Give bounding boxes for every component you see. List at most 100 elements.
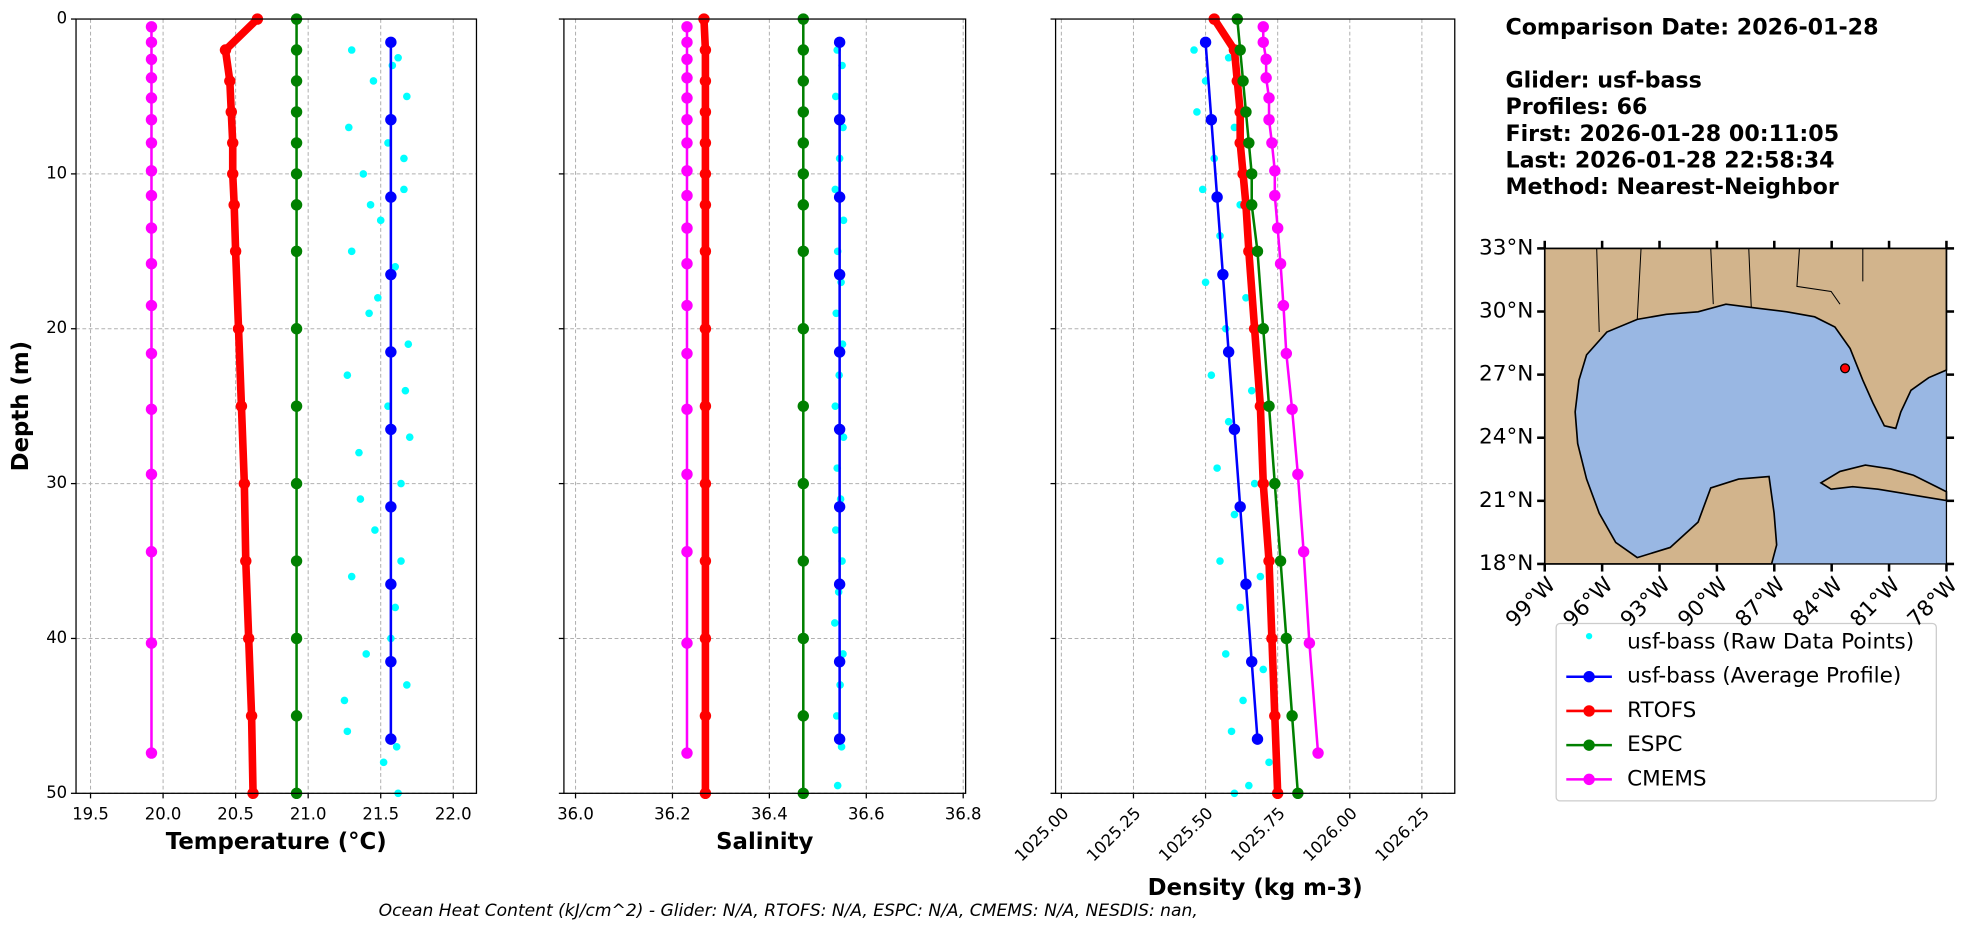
- raw-point: [1236, 603, 1244, 612]
- legend-swatch: [1583, 739, 1595, 751]
- profile-marker: [290, 555, 303, 567]
- profile-marker: [1251, 245, 1264, 258]
- raw-point: [400, 185, 408, 194]
- profile-marker: [681, 165, 693, 177]
- raw-point: [347, 572, 356, 581]
- raw-point: [839, 216, 848, 225]
- profile-marker: [145, 347, 158, 360]
- profile-marker: [699, 477, 712, 490]
- profile-marker: [681, 72, 693, 84]
- profile-marker: [145, 137, 158, 149]
- profile-marker: [1237, 168, 1249, 180]
- profile-marker: [1269, 189, 1281, 202]
- profile-marker: [385, 191, 397, 203]
- x-tick-label: 36.0: [557, 804, 594, 823]
- legend-label: CMEMS: [1627, 766, 1706, 791]
- profile-marker: [699, 632, 712, 645]
- map-y-tick-label: 30°N: [1479, 299, 1533, 324]
- raw-point: [1230, 123, 1239, 132]
- profile-marker: [145, 92, 158, 104]
- raw-point: [379, 758, 388, 767]
- raw-point: [1201, 278, 1210, 287]
- profile-marker: [1274, 258, 1287, 270]
- raw-point: [1193, 108, 1201, 116]
- map-y-tick-label: 33°N: [1479, 235, 1533, 260]
- profile-marker: [235, 400, 248, 412]
- raw-point: [833, 781, 842, 790]
- raw-point: [366, 201, 375, 209]
- raw-point: [1224, 53, 1233, 62]
- profile-marker: [833, 423, 846, 436]
- legend: [1555, 622, 1937, 802]
- raw-point: [1247, 386, 1256, 395]
- raw-point: [839, 123, 847, 132]
- raw-point: [340, 696, 349, 705]
- raw-point: [1221, 650, 1230, 658]
- x-tick-label: 22.0: [435, 804, 472, 823]
- profile-marker: [681, 258, 693, 270]
- profile-marker: [797, 106, 809, 118]
- raw-point: [401, 386, 410, 395]
- profile-marker: [699, 323, 712, 335]
- profile-marker: [1292, 468, 1304, 481]
- info-line: Profiles: 66: [1505, 94, 1647, 120]
- x-tick-label: 1025.50: [1155, 804, 1217, 866]
- raw-point: [832, 309, 841, 318]
- profile-marker: [1243, 137, 1255, 149]
- raw-point: [397, 479, 405, 488]
- profile-marker: [145, 53, 158, 66]
- profile-marker: [1260, 72, 1272, 84]
- profile-marker: [245, 710, 258, 722]
- info-line: Last: 2026-01-28 22:58:34: [1505, 147, 1834, 173]
- y-tick-label: 30: [46, 473, 67, 492]
- raw-point: [1256, 572, 1265, 581]
- profile-marker: [1222, 346, 1235, 358]
- legend-label: usf-bass (Raw Data Points): [1627, 630, 1914, 655]
- raw-point: [362, 650, 371, 658]
- profile-marker: [1263, 555, 1275, 567]
- profile-marker: [242, 632, 255, 645]
- raw-point: [1230, 510, 1239, 519]
- profile-marker: [797, 323, 809, 335]
- profile-marker: [833, 36, 846, 48]
- profile-marker: [1303, 637, 1316, 649]
- panel: 19.5 20.0 20.5 21.0 21.5 22.0 0 10 20 30 40 50 Tempe…: [8, 9, 478, 855]
- profile-marker: [1243, 245, 1255, 258]
- profile-marker: [145, 113, 158, 126]
- map-y-tick-label: 24°N: [1479, 425, 1533, 450]
- raw-point: [347, 46, 356, 54]
- profile-marker: [227, 137, 239, 149]
- profile-marker: [145, 468, 158, 481]
- profile-marker: [797, 245, 809, 258]
- x-tick-label: 20.5: [217, 804, 254, 823]
- raw-point: [1224, 417, 1233, 426]
- profile-marker: [681, 546, 693, 558]
- raw-point: [391, 603, 400, 612]
- profile-marker: [699, 137, 712, 149]
- plot-frame: [563, 18, 967, 794]
- profile-marker: [1217, 268, 1229, 281]
- map-y-tick-label: 27°N: [1479, 362, 1533, 387]
- raw-point: [356, 495, 365, 503]
- map-y-tick-label: 18°N: [1479, 551, 1533, 576]
- raw-point: [1242, 293, 1250, 302]
- profile-marker: [797, 137, 809, 149]
- profile-marker: [1240, 106, 1252, 118]
- y-axis-label: Depth (m): [8, 341, 34, 471]
- profile-marker: [1257, 21, 1269, 33]
- raw-point: [1190, 46, 1198, 54]
- y-tick-label: 20: [46, 318, 67, 337]
- profile-marker: [681, 468, 693, 481]
- profile-marker: [145, 72, 158, 84]
- profile-marker: [833, 346, 846, 358]
- profile-marker: [797, 168, 809, 180]
- profile-marker: [1269, 710, 1281, 722]
- raw-point: [1227, 727, 1236, 736]
- profile-marker: [145, 36, 158, 48]
- info-line: Method: Nearest-Neighbor: [1505, 174, 1838, 200]
- profile-marker: [385, 346, 397, 358]
- raw-point: [405, 433, 414, 441]
- profile-marker: [1257, 477, 1269, 490]
- profile-marker: [1234, 501, 1246, 513]
